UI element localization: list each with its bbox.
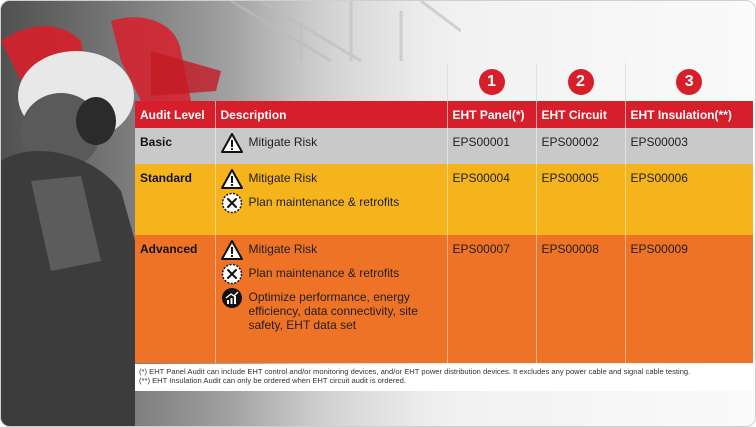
item-label: Plan maintenance & retrofits [248, 195, 400, 209]
column-number-cell: 3 [624, 63, 753, 101]
item-label: Plan maintenance & retrofits [248, 266, 400, 280]
list-item: Plan maintenance & retrofits [221, 192, 442, 214]
header-eht-panel: EHT Panel(*) [446, 101, 536, 128]
header-eht-insulation: EHT Insulation(**) [624, 101, 753, 128]
empty-cell [135, 63, 215, 101]
table-row-basic: Basic Mitigate Risk EPS00001 EPS00002 EP… [135, 128, 753, 164]
code-cell: EPS00006 [624, 164, 753, 235]
list-item: Mitigate Risk [220, 169, 442, 190]
footnote-panel: (*) EHT Panel Audit can include EHT cont… [139, 367, 691, 376]
footnote-insulation: (**) EHT Insulation Audit can only be or… [139, 376, 406, 385]
audit-level-cell: Advanced [135, 235, 215, 363]
code-cell: EPS00002 [535, 128, 625, 164]
item-label: Mitigate Risk [248, 135, 318, 149]
audit-level-cell: Standard [135, 164, 215, 235]
item-label: Mitigate Risk [248, 242, 318, 256]
code-cell: EPS00001 [446, 128, 536, 164]
header-audit-level: Audit Level [135, 101, 215, 128]
code-cell: EPS00009 [624, 235, 753, 363]
item-label: Optimize performance, energy efficiency,… [248, 290, 418, 332]
column-number-cell: 1 [446, 63, 536, 101]
warning-icon [220, 169, 243, 189]
number-badge-1: 1 [478, 69, 505, 95]
list-item: Mitigate Risk [220, 240, 442, 261]
audit-table: 1 2 3 Audit Level Description EHT Panel(… [135, 63, 753, 363]
description-cell: Mitigate Risk Plan maintenance & retrofi… [214, 235, 447, 363]
item-label: Mitigate Risk [248, 171, 318, 185]
code-cell: EPS00005 [535, 164, 625, 235]
description-cell: Mitigate Risk [214, 128, 447, 164]
code-cell: EPS00003 [624, 128, 753, 164]
number-badge-3: 3 [676, 69, 703, 95]
empty-cell [215, 63, 447, 101]
table-row-advanced: Advanced Mitigate Risk Plan maintenance … [135, 235, 753, 363]
audit-level-cell: Basic [135, 128, 215, 164]
code-cell: EPS00007 [446, 235, 536, 363]
description-cell: Mitigate Risk Plan maintenance & retrofi… [214, 164, 447, 235]
performance-chart-icon [221, 288, 242, 308]
column-number-row: 1 2 3 [135, 63, 753, 101]
footnotes: (*) EHT Panel Audit can include EHT cont… [135, 364, 753, 391]
maintenance-icon [221, 263, 242, 285]
maintenance-icon [221, 192, 242, 214]
list-item: Mitigate Risk [220, 133, 442, 154]
table-row-standard: Standard Mitigate Risk Plan maintenance … [135, 164, 753, 235]
code-cell: EPS00004 [446, 164, 536, 235]
number-badge-2: 2 [567, 69, 594, 95]
list-item: Plan maintenance & retrofits [221, 263, 442, 285]
code-cell: EPS00008 [535, 235, 625, 363]
column-number-cell: 2 [535, 63, 625, 101]
header-row: Audit Level Description EHT Panel(*) EHT… [135, 101, 753, 128]
warning-icon [220, 240, 243, 260]
header-description: Description [214, 101, 447, 128]
warning-icon [220, 133, 243, 153]
list-item: Optimize performance, energy efficiency,… [221, 288, 442, 332]
audit-table-wrap: 1 2 3 Audit Level Description EHT Panel(… [135, 63, 753, 363]
header-eht-circuit: EHT Circuit [535, 101, 625, 128]
